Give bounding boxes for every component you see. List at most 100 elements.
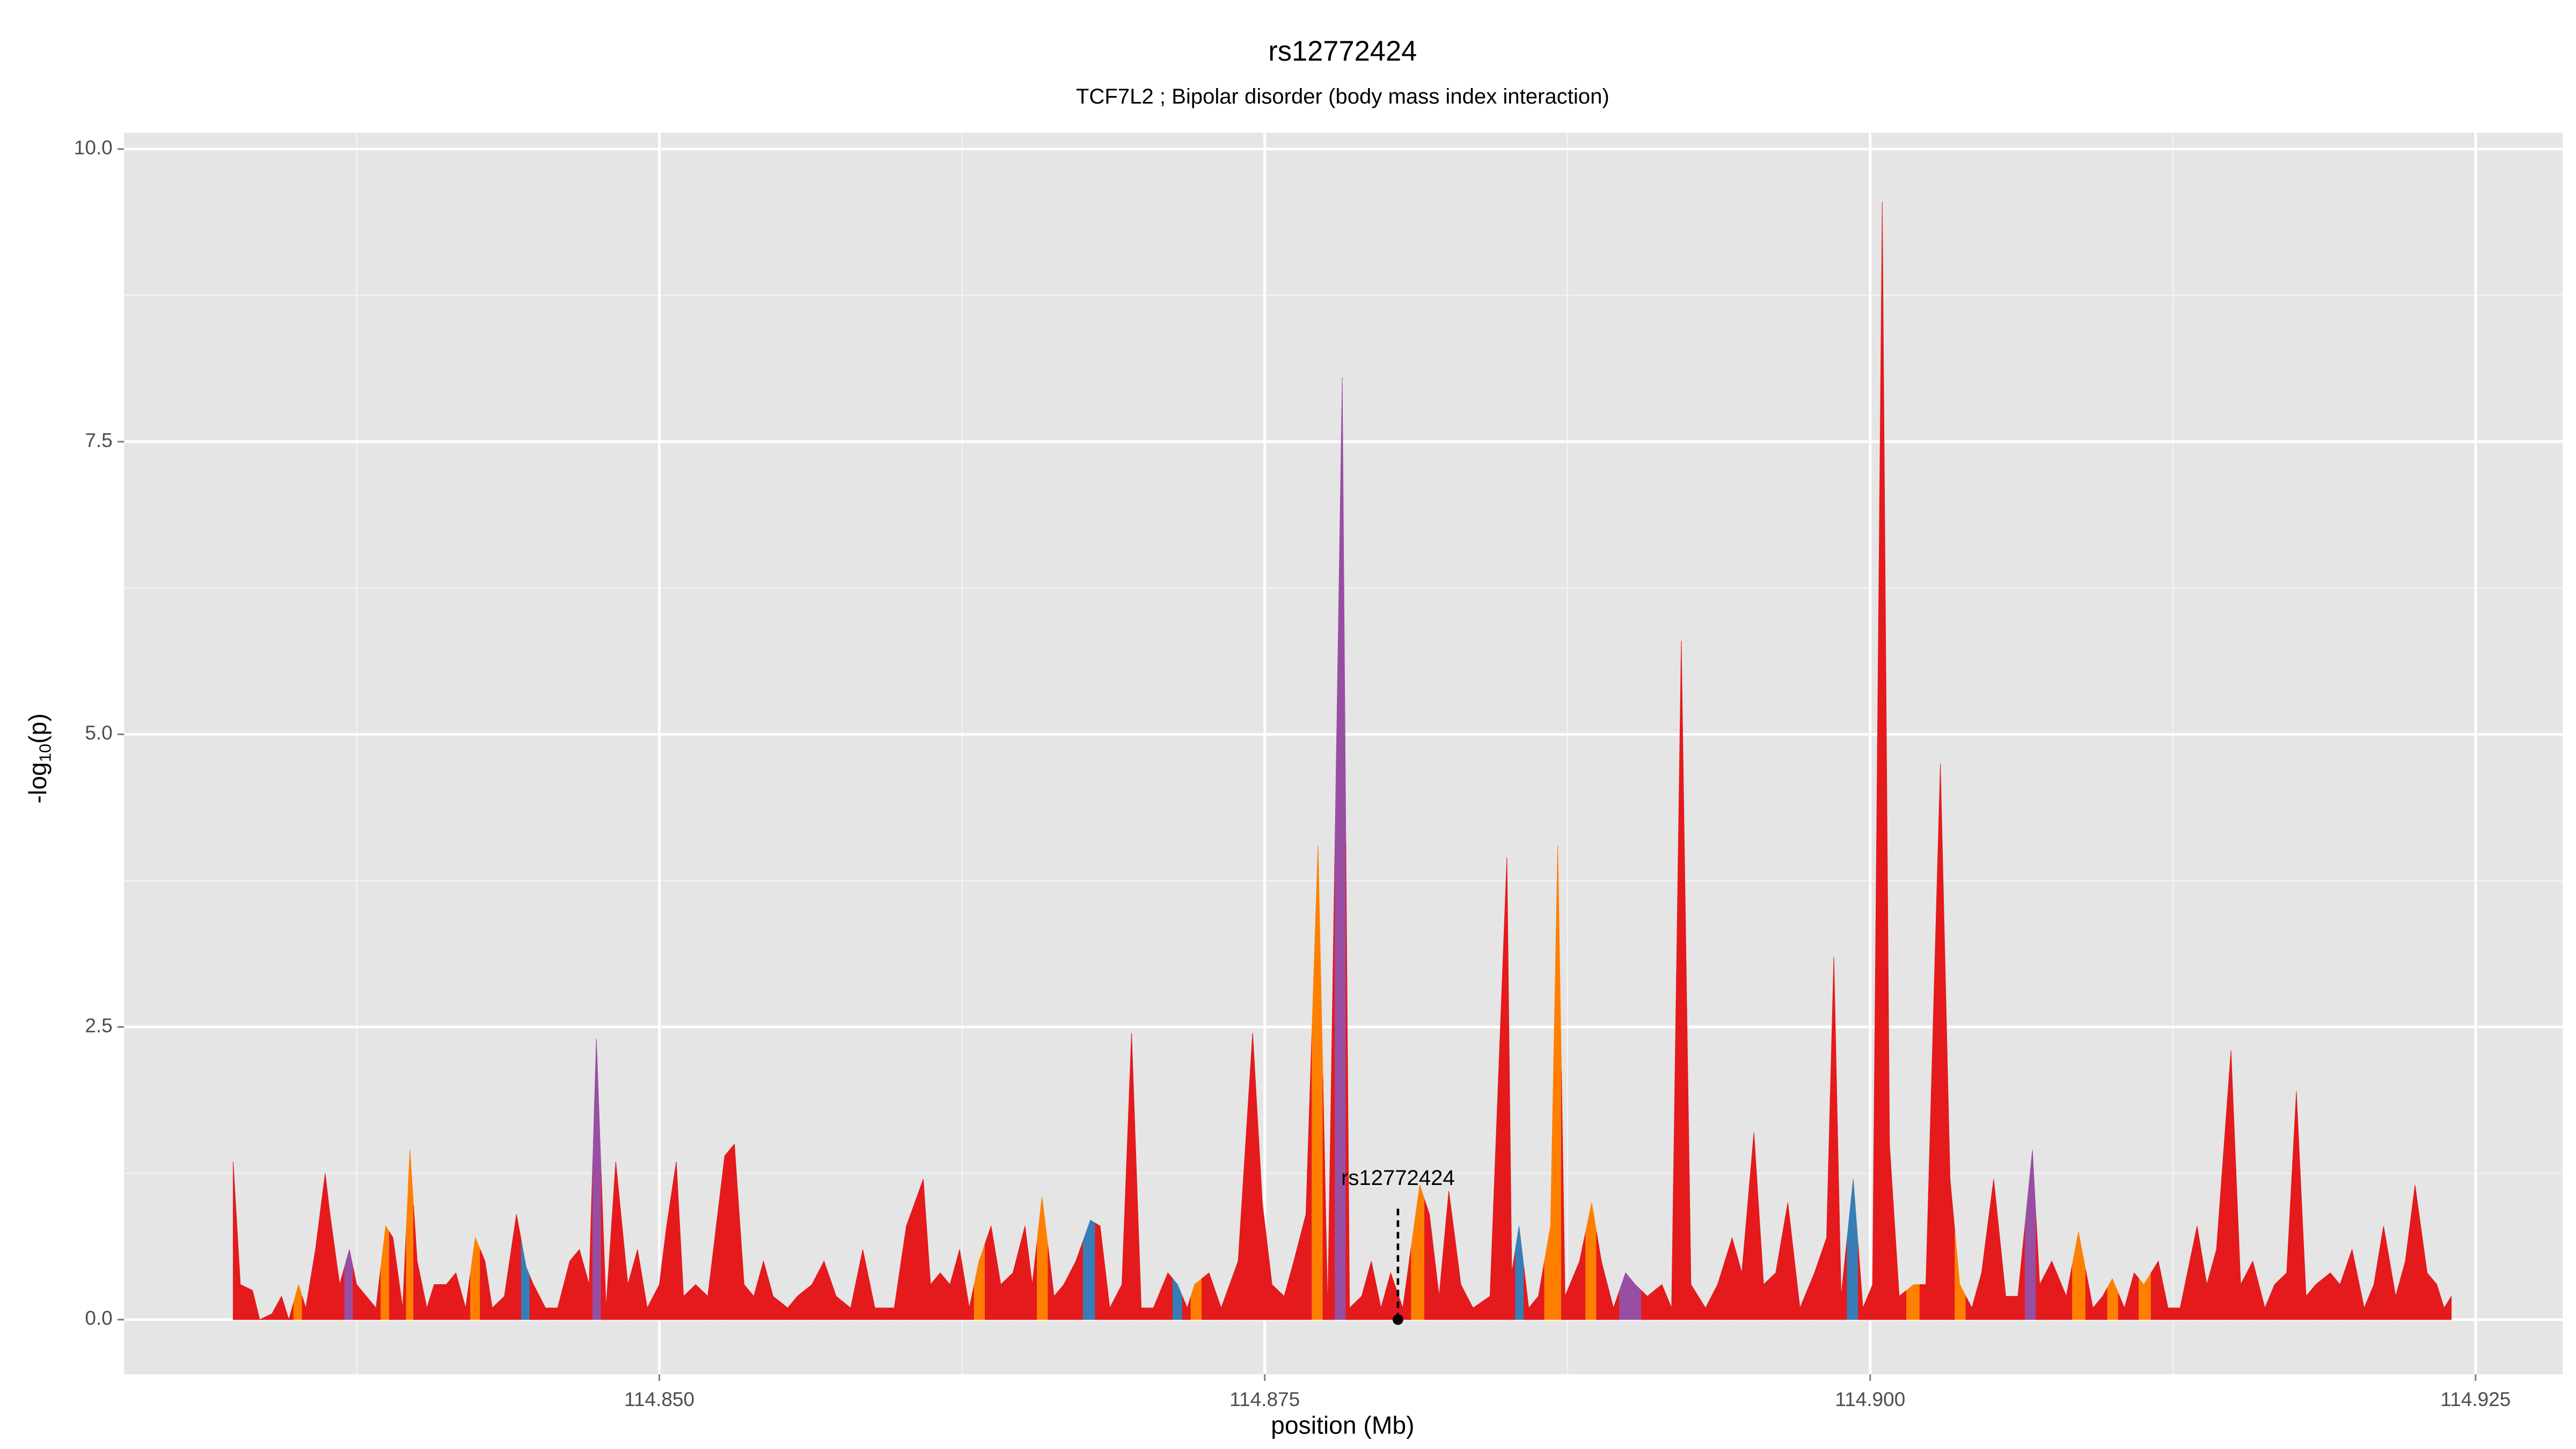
area-segment	[662, 1194, 672, 1320]
area-segment	[2223, 1050, 2236, 1320]
area-segment	[1676, 640, 1687, 1320]
x-tick-label: 114.925	[2440, 1388, 2511, 1410]
area-segment	[1758, 1208, 1770, 1320]
area-segment	[1769, 1238, 1782, 1320]
area-segment	[1082, 1219, 1096, 1320]
area-segment	[1585, 1202, 1597, 1320]
area-segment	[1147, 1290, 1161, 1320]
area-segment	[843, 1278, 857, 1320]
area-segment	[716, 1149, 730, 1320]
area-segment	[1498, 857, 1510, 1320]
area-segment	[610, 1161, 623, 1320]
area-segment	[1976, 1226, 1988, 1320]
area-segment	[1515, 1226, 1524, 1320]
area-segment	[1245, 1033, 1258, 1320]
area-segment	[1807, 1255, 1821, 1320]
area-segment	[974, 1243, 985, 1320]
area-segment	[900, 1202, 916, 1320]
area-segment	[2118, 1290, 2130, 1320]
annotation-point	[1392, 1314, 1403, 1325]
area-segment	[480, 1249, 489, 1320]
area-segment	[327, 1194, 335, 1320]
area-segment	[1711, 1261, 1725, 1320]
area-segment	[2139, 1272, 2151, 1320]
area-segment	[2345, 1248, 2359, 1320]
area-segment	[601, 1173, 611, 1320]
area-segment	[2097, 1287, 2108, 1320]
area-segment	[1037, 1196, 1049, 1320]
area-segment	[1019, 1226, 1029, 1320]
area-segment	[1999, 1238, 2012, 1320]
area-segment	[2174, 1267, 2189, 1320]
x-tick-label: 114.850	[624, 1388, 694, 1410]
area-segment	[749, 1278, 759, 1320]
area-segment	[1857, 1243, 1868, 1320]
area-segment	[792, 1290, 805, 1320]
area-segment	[2085, 1270, 2098, 1320]
area-segment	[521, 1240, 530, 1320]
area-segment	[1182, 1296, 1191, 1320]
area-segment	[2107, 1278, 2119, 1320]
area-segment	[255, 1305, 266, 1320]
area-segment	[914, 1179, 927, 1320]
area-segment	[1724, 1236, 1738, 1320]
area-segment	[510, 1214, 522, 1320]
area-segment	[1375, 1284, 1386, 1320]
y-label-prefix: -log	[24, 762, 52, 803]
area-segment	[293, 1283, 303, 1320]
area-segment	[1058, 1272, 1070, 1320]
area-segment	[334, 1249, 345, 1320]
area-segment	[1126, 1033, 1137, 1320]
area-segment	[2201, 1255, 2212, 1320]
area-segment	[2011, 1223, 2026, 1320]
area-segment	[2129, 1272, 2140, 1320]
area-segment	[1965, 1290, 1977, 1320]
area-segment	[1454, 1238, 1467, 1320]
area-segment	[2269, 1278, 2281, 1320]
y-axis-label: -log10(p)	[24, 713, 54, 803]
area-segment	[2310, 1278, 2324, 1320]
area-segment	[1607, 1284, 1620, 1320]
area-segment	[1847, 1179, 1858, 1320]
area-segment	[1434, 1243, 1445, 1320]
x-tick-label: 114.875	[1230, 1388, 1300, 1410]
area-segment	[460, 1272, 471, 1320]
area-segment	[996, 1255, 1007, 1320]
area-segment	[236, 1223, 247, 1320]
area-segment	[451, 1272, 462, 1320]
area-segment	[1820, 1097, 1831, 1320]
area-segment	[1190, 1278, 1202, 1320]
y-tick-label: 10.0	[74, 136, 113, 158]
area-segment	[1686, 962, 1699, 1320]
area-segment	[284, 1302, 294, 1321]
area-segment	[371, 1267, 382, 1320]
area-segment	[2447, 1295, 2452, 1320]
area-segment	[1867, 743, 1878, 1320]
area-segment	[689, 1284, 702, 1320]
area-segment	[2301, 1194, 2311, 1320]
area-segment	[1781, 1202, 1795, 1320]
area-segment	[529, 1275, 540, 1320]
area-segment	[2150, 1260, 2164, 1320]
area-segment	[2291, 1091, 2302, 1320]
area-segment	[1630, 1278, 1642, 1320]
area-segment	[2036, 1217, 2046, 1320]
area-segment	[1877, 201, 1886, 1320]
area-segment	[1028, 1240, 1037, 1320]
area-segment	[1919, 1024, 1934, 1320]
area-segment	[1654, 1284, 1667, 1320]
area-segment	[389, 1231, 398, 1320]
area-segment	[440, 1278, 451, 1320]
area-segment	[2400, 1223, 2411, 1320]
area-segment	[671, 1161, 680, 1320]
area-segment	[2440, 1296, 2448, 1320]
area-segment	[2410, 1185, 2421, 1320]
y-tick-label: 5.0	[85, 721, 112, 744]
area-segment	[2368, 1255, 2379, 1320]
area-segment	[1894, 1220, 1907, 1320]
area-segment	[380, 1225, 390, 1320]
area-segment	[632, 1249, 643, 1320]
area-segment	[884, 1267, 901, 1320]
area-segment	[2025, 1150, 2037, 1320]
